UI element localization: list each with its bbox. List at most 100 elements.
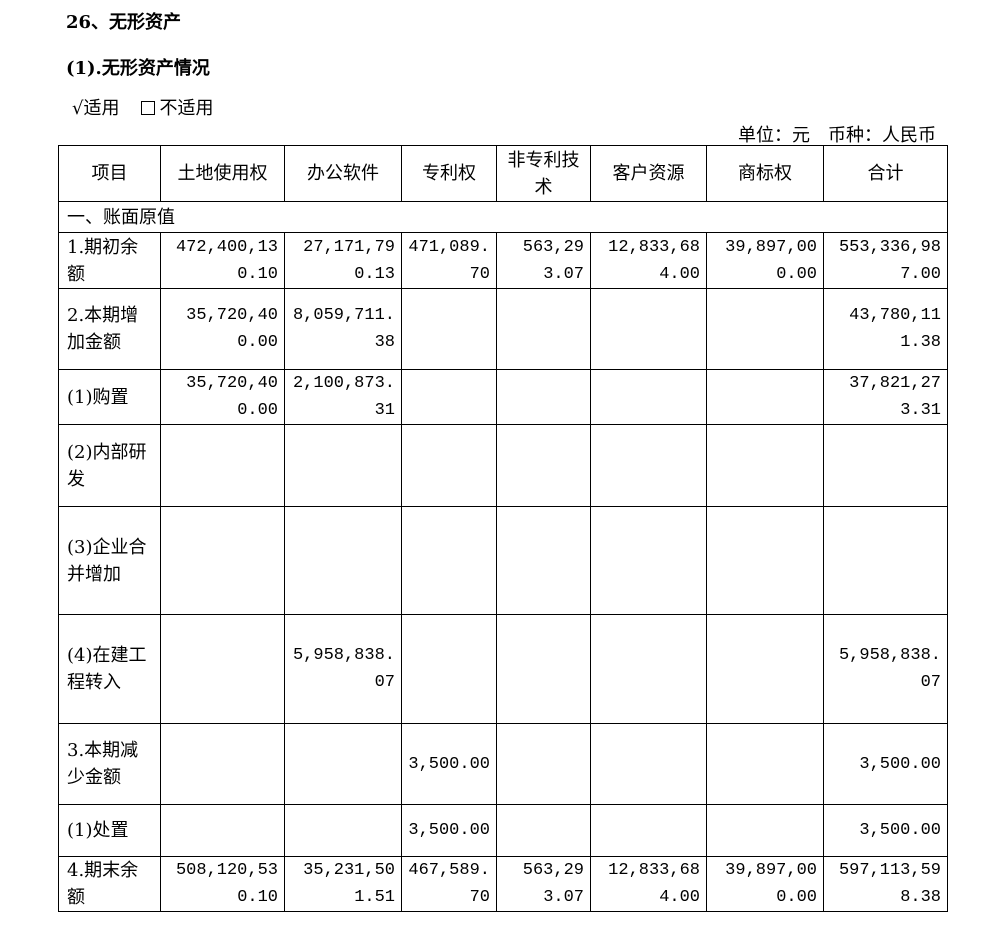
table-cell	[706, 723, 824, 805]
table-cell	[590, 424, 707, 507]
table-cell	[590, 614, 707, 724]
table-cell	[706, 424, 824, 507]
table-cell: 8,059,711.38	[284, 288, 402, 370]
table-cell	[706, 288, 824, 370]
table-cell: 3,500.00	[823, 804, 948, 857]
table-cell: 27,171,790.13	[284, 232, 402, 289]
row-label: 1.期初余额	[58, 232, 161, 289]
table-row: 2.本期增加金额 35,720,400.00 8,059,711.38 43,780,…	[58, 288, 948, 370]
table-cell	[401, 288, 497, 370]
table-cell: 5,958,838.07	[823, 614, 948, 724]
column-header: 土地使用权	[160, 145, 285, 202]
table-cell: 2,100,873.31	[284, 369, 402, 425]
table-row: (1)处置 3,500.00 3,500.00	[58, 804, 948, 857]
table-cell	[706, 506, 824, 615]
table-cell: 472,400,130.10	[160, 232, 285, 289]
table-cell: 39,897,000.00	[706, 232, 824, 289]
row-label: 2.本期增加金额	[58, 288, 161, 370]
table-cell	[590, 723, 707, 805]
table-cell: 39,897,000.00	[706, 856, 824, 912]
table-cell	[706, 804, 824, 857]
table-cell: 12,833,684.00	[590, 856, 707, 912]
subsection-title: (1).无形资产情况	[66, 58, 210, 79]
table-cell	[401, 614, 497, 724]
table-cell: 3,500.00	[401, 723, 497, 805]
section-title: 26、无形资产	[66, 12, 182, 33]
table-cell	[496, 369, 591, 425]
table-cell	[823, 506, 948, 615]
row-label: (4)在建工程转入	[58, 614, 161, 724]
row-label: (2)内部研发	[58, 424, 161, 507]
applicability-options: √适用 不适用	[72, 94, 213, 120]
table-cell	[590, 369, 707, 425]
table-row: (4)在建工程转入 5,958,838.07 5,958,838.07	[58, 614, 948, 724]
table-cell	[496, 804, 591, 857]
table-header-row: 项目 土地使用权 办公软件 专利权 非专利技术 客户资源 商标权 合计	[58, 145, 948, 202]
column-header: 合计	[823, 145, 948, 202]
table-cell	[401, 506, 497, 615]
table-cell	[160, 804, 285, 857]
section-label: 一、账面原值	[58, 201, 948, 233]
row-label: 4.期末余额	[58, 856, 161, 912]
table-cell: 35,720,400.00	[160, 369, 285, 425]
table-cell	[284, 723, 402, 805]
column-header: 专利权	[401, 145, 497, 202]
table-row: (1)购置 35,720,400.00 2,100,873.31 37,821,273…	[58, 369, 948, 425]
table-cell: 35,231,501.51	[284, 856, 402, 912]
section-row: 一、账面原值	[58, 201, 948, 233]
table-cell	[590, 506, 707, 615]
table-cell: 3,500.00	[823, 723, 948, 805]
table-cell	[160, 424, 285, 507]
table-cell	[496, 723, 591, 805]
table-row: (2)内部研发	[58, 424, 948, 507]
table-cell	[284, 804, 402, 857]
row-label: 3.本期减少金额	[58, 723, 161, 805]
table-row: 4.期末余额 508,120,530.10 35,231,501.51 467,589…	[58, 856, 948, 912]
table-cell: 553,336,987.00	[823, 232, 948, 289]
table-row: 3.本期减少金额 3,500.00 3,500.00	[58, 723, 948, 805]
checkbox-icon	[141, 101, 156, 115]
table-cell	[496, 424, 591, 507]
column-header: 非专利技术	[496, 145, 591, 202]
applicable-option: √适用	[72, 98, 120, 119]
table-cell	[496, 288, 591, 370]
table-cell	[284, 506, 402, 615]
column-header: 商标权	[706, 145, 824, 202]
table-cell	[284, 424, 402, 507]
table-cell: 508,120,530.10	[160, 856, 285, 912]
row-label: (1)购置	[58, 369, 161, 425]
row-label: (3)企业合并增加	[58, 506, 161, 615]
unit-currency-label: 单位：元 币种：人民币	[738, 125, 936, 146]
table-cell	[160, 506, 285, 615]
table-cell	[160, 723, 285, 805]
table-cell: 12,833,684.00	[590, 232, 707, 289]
intangible-assets-table: 项目 土地使用权 办公软件 专利权 非专利技术 客户资源 商标权 合计 一、账面原值 1.期初余额…	[58, 145, 948, 912]
table-row: (3)企业合并增加	[58, 506, 948, 615]
table-cell: 37,821,273.31	[823, 369, 948, 425]
table-cell	[496, 506, 591, 615]
table-cell	[401, 369, 497, 425]
table-cell: 43,780,111.38	[823, 288, 948, 370]
table-cell	[496, 614, 591, 724]
table-cell	[706, 614, 824, 724]
table-cell: 597,113,598.38	[823, 856, 948, 912]
column-header: 项目	[58, 145, 161, 202]
table-cell	[706, 369, 824, 425]
table-cell: 3,500.00	[401, 804, 497, 857]
table-cell: 563,293.07	[496, 232, 591, 289]
table-row: 1.期初余额 472,400,130.10 27,171,790.13 471,089…	[58, 232, 948, 289]
column-header: 客户资源	[590, 145, 707, 202]
table-cell: 35,720,400.00	[160, 288, 285, 370]
table-cell: 467,589.70	[401, 856, 497, 912]
table-cell	[823, 424, 948, 507]
table-cell	[160, 614, 285, 724]
table-cell	[590, 288, 707, 370]
table-cell	[590, 804, 707, 857]
table-cell: 5,958,838.07	[284, 614, 402, 724]
not-applicable-option: 不适用	[159, 98, 214, 119]
column-header: 办公软件	[284, 145, 402, 202]
row-label: (1)处置	[58, 804, 161, 857]
table-cell: 471,089.70	[401, 232, 497, 289]
table-cell: 563,293.07	[496, 856, 591, 912]
table-cell	[401, 424, 497, 507]
